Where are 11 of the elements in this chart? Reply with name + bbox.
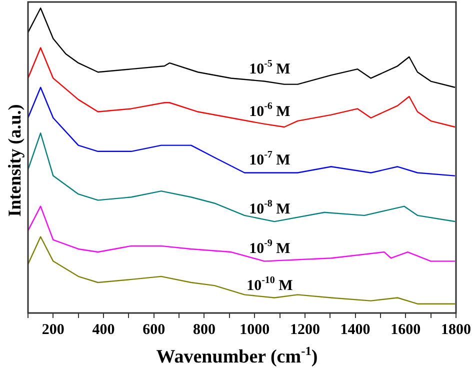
x-tick-label: 1800 (441, 322, 471, 338)
x-tick-label: 600 (142, 322, 166, 338)
x-tick-label: 1000 (240, 322, 270, 338)
x-tick-label: 1600 (390, 322, 421, 338)
x-tick-label: 1200 (290, 322, 320, 338)
x-tick-label: 400 (92, 322, 115, 338)
x-tick-label: 800 (192, 322, 216, 338)
y-axis-title: Intensity (a.u.) (4, 103, 26, 219)
x-tick-label: 200 (42, 322, 64, 338)
x-axis-title: Wavenumber (cm$^{-1}$) (155, 344, 319, 368)
x-tick-label: 1400 (340, 322, 370, 338)
